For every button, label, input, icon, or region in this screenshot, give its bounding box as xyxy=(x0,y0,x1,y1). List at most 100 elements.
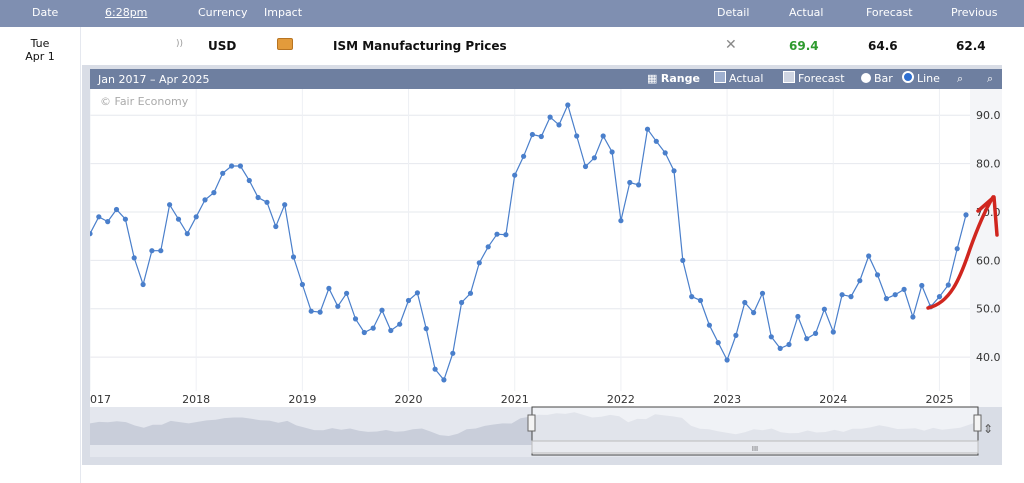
data-point[interactable] xyxy=(158,248,164,254)
data-point[interactable] xyxy=(450,350,456,356)
data-point[interactable] xyxy=(892,292,898,298)
data-point[interactable] xyxy=(335,303,341,309)
data-point[interactable] xyxy=(211,190,217,196)
data-point[interactable] xyxy=(866,253,872,259)
data-point[interactable] xyxy=(724,357,730,363)
data-point[interactable] xyxy=(273,223,279,230)
data-point[interactable] xyxy=(229,163,235,169)
data-point[interactable] xyxy=(459,299,465,306)
data-point[interactable] xyxy=(388,327,394,334)
data-point[interactable] xyxy=(671,168,677,174)
header-time-link[interactable]: 6:28pm xyxy=(105,6,148,19)
data-point[interactable] xyxy=(636,182,642,188)
data-point[interactable] xyxy=(326,285,332,291)
close-detail-icon[interactable]: ✕ xyxy=(725,37,737,53)
data-point[interactable] xyxy=(689,294,695,300)
data-point[interactable] xyxy=(830,329,836,335)
forecast-toggle[interactable]: Forecast xyxy=(783,71,845,87)
data-point[interactable] xyxy=(813,330,819,336)
range-button[interactable]: ▦ Range xyxy=(647,71,700,87)
data-point[interactable] xyxy=(397,321,403,327)
data-point[interactable] xyxy=(874,272,881,278)
data-point[interactable] xyxy=(90,231,93,237)
data-point[interactable] xyxy=(768,334,774,340)
data-point[interactable] xyxy=(264,199,270,205)
data-point[interactable] xyxy=(414,290,420,296)
data-point[interactable] xyxy=(503,232,509,238)
data-point[interactable] xyxy=(680,257,686,263)
event-row[interactable]: USD ISM Manufacturing Prices 69.4 64.6 6… xyxy=(81,27,1024,65)
data-point[interactable] xyxy=(476,260,482,266)
bar-option[interactable]: Bar xyxy=(861,71,893,87)
data-point[interactable] xyxy=(733,332,739,338)
scrollbar-grip-icon[interactable]: III xyxy=(752,445,758,453)
data-point[interactable] xyxy=(379,307,385,313)
data-point[interactable] xyxy=(167,202,173,208)
zoom-out-icon[interactable]: ⌕ xyxy=(987,72,994,85)
navigator-left-handle[interactable] xyxy=(527,414,536,432)
data-point[interactable] xyxy=(777,345,783,351)
navigator-right-handle[interactable] xyxy=(973,414,982,432)
data-point[interactable] xyxy=(857,278,863,284)
data-point[interactable] xyxy=(848,294,854,300)
data-point[interactable] xyxy=(290,254,297,260)
data-point[interactable] xyxy=(529,131,535,138)
line-option[interactable]: Line xyxy=(902,71,940,87)
data-point[interactable] xyxy=(140,281,146,288)
data-point[interactable] xyxy=(901,286,907,292)
data-point[interactable] xyxy=(202,197,208,203)
navigator-scrollbar[interactable] xyxy=(531,440,979,454)
data-point[interactable] xyxy=(804,336,810,342)
actual-toggle[interactable]: Actual xyxy=(714,71,763,87)
data-point[interactable] xyxy=(175,216,182,222)
data-point[interactable] xyxy=(149,248,155,254)
data-point[interactable] xyxy=(308,308,314,314)
data-point[interactable] xyxy=(432,366,438,372)
data-point[interactable] xyxy=(786,341,792,348)
data-point[interactable] xyxy=(715,340,721,346)
data-point[interactable] xyxy=(582,163,589,170)
data-point[interactable] xyxy=(96,214,102,220)
data-point[interactable] xyxy=(494,231,500,237)
data-point[interactable] xyxy=(697,297,704,304)
data-point[interactable] xyxy=(742,299,748,306)
data-point[interactable] xyxy=(963,212,969,218)
data-point[interactable] xyxy=(883,296,890,302)
data-point[interactable] xyxy=(512,172,518,178)
data-point[interactable] xyxy=(485,244,491,250)
data-point[interactable] xyxy=(627,179,633,186)
data-point[interactable] xyxy=(945,282,951,288)
data-point[interactable] xyxy=(246,177,252,184)
data-point[interactable] xyxy=(547,114,553,120)
data-point[interactable] xyxy=(122,216,128,222)
data-point[interactable] xyxy=(352,316,359,322)
data-point[interactable] xyxy=(795,313,801,320)
data-point[interactable] xyxy=(405,297,412,304)
data-point[interactable] xyxy=(521,153,527,159)
data-point[interactable] xyxy=(759,290,766,296)
data-point[interactable] xyxy=(184,231,190,237)
data-point[interactable] xyxy=(910,314,916,320)
sound-icon[interactable]: )) xyxy=(176,39,184,49)
data-point[interactable] xyxy=(105,219,111,225)
event-title[interactable]: ISM Manufacturing Prices xyxy=(333,39,507,53)
data-point[interactable] xyxy=(423,326,429,332)
data-point[interactable] xyxy=(653,138,659,144)
data-point[interactable] xyxy=(255,194,261,201)
scroll-updown-icon[interactable]: ⇕ xyxy=(983,422,994,436)
data-point[interactable] xyxy=(662,150,668,156)
data-point[interactable] xyxy=(538,133,544,140)
data-point[interactable] xyxy=(317,309,323,315)
data-point[interactable] xyxy=(706,322,713,328)
data-point[interactable] xyxy=(237,163,243,169)
data-point[interactable] xyxy=(954,246,960,252)
zoom-in-icon[interactable]: ⌕ xyxy=(957,72,964,85)
data-point[interactable] xyxy=(220,170,226,176)
data-point[interactable] xyxy=(370,325,376,331)
data-point[interactable] xyxy=(919,282,925,289)
data-point[interactable] xyxy=(299,281,305,288)
data-point[interactable] xyxy=(467,290,474,296)
data-point[interactable] xyxy=(839,292,845,298)
data-point[interactable] xyxy=(600,133,606,139)
data-point[interactable] xyxy=(618,218,624,224)
